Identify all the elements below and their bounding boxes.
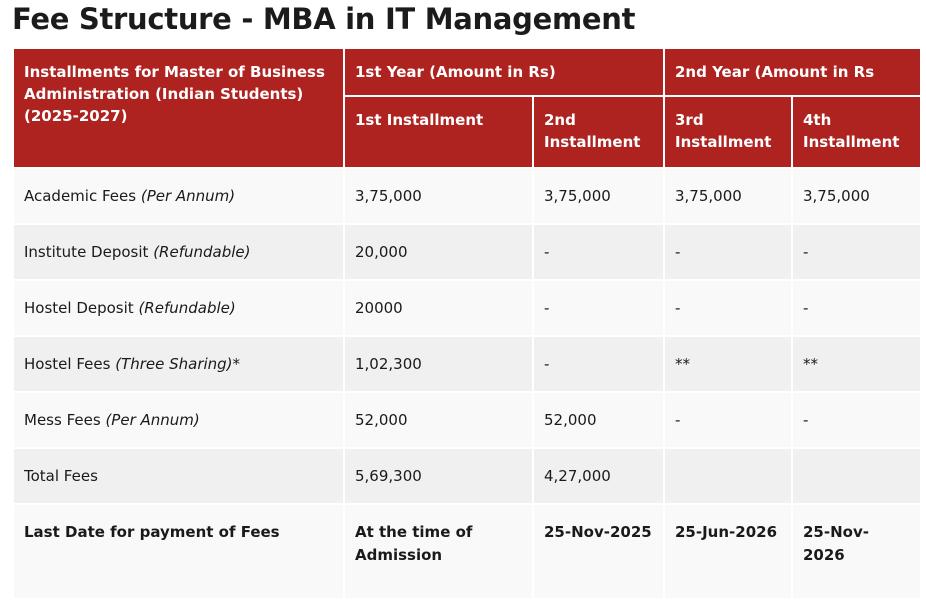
cell-value: 3,75,000 bbox=[663, 167, 793, 225]
row-label-text: Mess Fees bbox=[24, 411, 101, 429]
cell-value: 20000 bbox=[343, 279, 534, 337]
row-label: Academic Fees (Per Annum) bbox=[12, 167, 345, 225]
header-1st-installment: 1st Installment bbox=[343, 95, 534, 169]
header-3rd-installment: 3rd Installment bbox=[663, 95, 793, 169]
cell-value: ** bbox=[791, 335, 922, 393]
cell-value: - bbox=[791, 279, 922, 337]
table-row: Total Fees 5,69,300 4,27,000 bbox=[12, 447, 922, 505]
table-row: Mess Fees (Per Annum) 52,000 52,000- - bbox=[12, 391, 922, 449]
row-label: Last Date for payment of Fees bbox=[12, 503, 345, 600]
cell-value bbox=[663, 447, 793, 505]
header-installments: Installments for Master of Business Admi… bbox=[12, 47, 345, 169]
row-label-text: Academic Fees bbox=[24, 187, 137, 205]
fee-structure-table: Installments for Master of Business Admi… bbox=[12, 47, 922, 600]
cell-value: 52,000 bbox=[343, 391, 534, 449]
row-label-text: Hostel Fees bbox=[24, 355, 111, 373]
row-label-note: (Per Annum) bbox=[105, 411, 200, 429]
row-label-note: (Per Annum) bbox=[140, 187, 236, 205]
cell-value: 25-Nov-2026 bbox=[791, 503, 922, 600]
cell-value: 25-Jun-2026 bbox=[663, 503, 793, 600]
cell-value: 5,69,300 bbox=[343, 447, 534, 505]
cell-value: 1,02,300 bbox=[343, 335, 534, 393]
row-label: Total Fees bbox=[12, 447, 345, 505]
cell-value bbox=[791, 447, 922, 505]
table-row: Academic Fees (Per Annum) 3,75,000 3,75,00… bbox=[12, 167, 922, 225]
row-label-text: Institute Deposit bbox=[24, 243, 149, 261]
table-row: Hostel Deposit (Refundable) 20000- - - bbox=[12, 279, 922, 337]
table-row: Hostel Fees (Three Sharing)* 1,02,300- ** *… bbox=[12, 335, 922, 393]
row-label-note: (Three Sharing)* bbox=[115, 355, 241, 373]
cell-value: 4,27,000 bbox=[532, 447, 665, 505]
cell-value: 3,75,000 bbox=[343, 167, 534, 225]
cell-value: - bbox=[791, 223, 922, 281]
row-label: Institute Deposit (Refundable) bbox=[12, 223, 345, 281]
row-label-note: (Refundable) bbox=[153, 243, 251, 261]
table-body: Academic Fees (Per Annum) 3,75,000 3,75,00… bbox=[12, 167, 922, 600]
header-2nd-year: 2nd Year (Amount in Rs bbox=[663, 47, 922, 97]
cell-value: 25-Nov-2025 bbox=[532, 503, 665, 600]
cell-value: At the time of Admission bbox=[343, 503, 534, 600]
cell-value: 52,000 bbox=[532, 391, 665, 449]
table-row-last-date: Last Date for payment of Fees At the tim… bbox=[12, 503, 922, 600]
cell-value: ** bbox=[663, 335, 793, 393]
cell-value: 20,000 bbox=[343, 223, 534, 281]
cell-value: 3,75,000 bbox=[532, 167, 665, 225]
cell-value: - bbox=[663, 391, 793, 449]
page-title: Fee Structure - MBA in IT Management bbox=[12, 2, 636, 36]
header-2nd-installment: 2nd Installment bbox=[532, 95, 665, 169]
row-label-text: Hostel Deposit bbox=[24, 299, 134, 317]
row-label-note: (Refundable) bbox=[138, 299, 236, 317]
table-row: Institute Deposit (Refundable) 20,000- - - bbox=[12, 223, 922, 281]
row-label: Mess Fees (Per Annum) bbox=[12, 391, 345, 449]
cell-value: - bbox=[532, 223, 665, 281]
cell-value: - bbox=[532, 279, 665, 337]
row-label: Hostel Deposit (Refundable) bbox=[12, 279, 345, 337]
cell-value: - bbox=[663, 223, 793, 281]
row-label: Hostel Fees (Three Sharing)* bbox=[12, 335, 345, 393]
cell-value: - bbox=[663, 279, 793, 337]
header-1st-year: 1st Year (Amount in Rs) bbox=[343, 47, 665, 97]
row-label-text: Total Fees bbox=[24, 467, 98, 485]
cell-value: - bbox=[532, 335, 665, 393]
cell-value: 3,75,000 bbox=[791, 167, 922, 225]
header-4th-installment: 4th Installment bbox=[791, 95, 922, 169]
cell-value: - bbox=[791, 391, 922, 449]
